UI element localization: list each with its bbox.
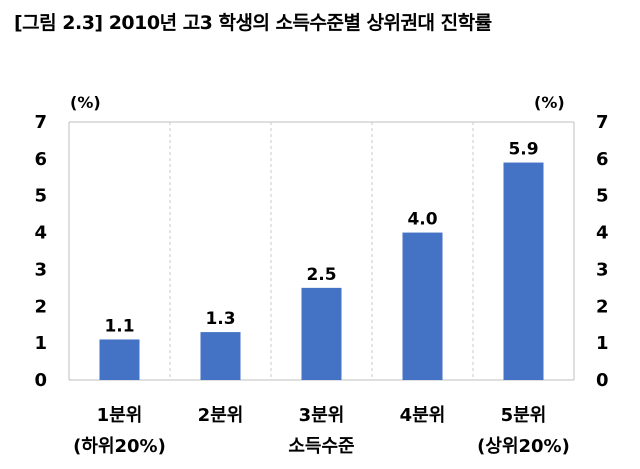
y-tick-label-left: 3 (34, 259, 47, 280)
y-unit-right: (%) (534, 93, 565, 112)
y-tick-label-right: 4 (596, 223, 609, 244)
y-tick-label-left: 2 (34, 296, 47, 317)
y-tick-label-left: 6 (34, 149, 47, 170)
axis-layer: 0 0 1 1 2 2 3 3 4 4 5 5 6 6 7 7 (%) (%) (34, 93, 608, 391)
y-tick-label-right: 7 (596, 112, 609, 133)
category-sublabel: (하위20%) (73, 436, 166, 457)
bar (402, 232, 443, 380)
y-tick-label-right: 1 (596, 333, 609, 354)
grid-layer (68, 121, 575, 380)
data-label: 1.1 (104, 316, 134, 336)
category-label: 5분위 (501, 405, 547, 426)
data-label: 2.5 (306, 265, 336, 285)
y-tick-label-right: 6 (596, 149, 609, 170)
y-unit-left: (%) (70, 93, 101, 112)
y-tick-label-left: 7 (34, 112, 47, 133)
bar (99, 339, 140, 380)
category-sublabel: (상위20%) (477, 436, 570, 457)
chart-title: [그림 2.3] 2010년 고3 학생의 소득수준별 상위권대 진학률 (14, 12, 492, 34)
category-sublabel: 소득수준 (288, 436, 354, 457)
category-label: 3분위 (299, 405, 345, 426)
category-label: 2분위 (198, 405, 244, 426)
bar (503, 162, 544, 380)
category-label: 4분위 (400, 405, 446, 426)
y-tick-label-left: 4 (34, 223, 47, 244)
bar-layer (99, 162, 544, 380)
y-tick-label-left: 0 (34, 370, 47, 391)
category-label: 1분위 (97, 405, 143, 426)
bar (301, 287, 342, 380)
y-tick-label-left: 5 (34, 186, 47, 207)
y-tick-label-right: 0 (596, 370, 609, 391)
bar (200, 332, 241, 380)
y-tick-label-left: 1 (34, 333, 47, 354)
y-tick-label-right: 3 (596, 259, 609, 280)
data-label: 1.3 (205, 309, 235, 329)
y-tick-label-right: 5 (596, 186, 609, 207)
data-label: 4.0 (407, 210, 437, 230)
y-tick-label-right: 2 (596, 296, 609, 317)
data-label: 5.9 (508, 140, 538, 160)
